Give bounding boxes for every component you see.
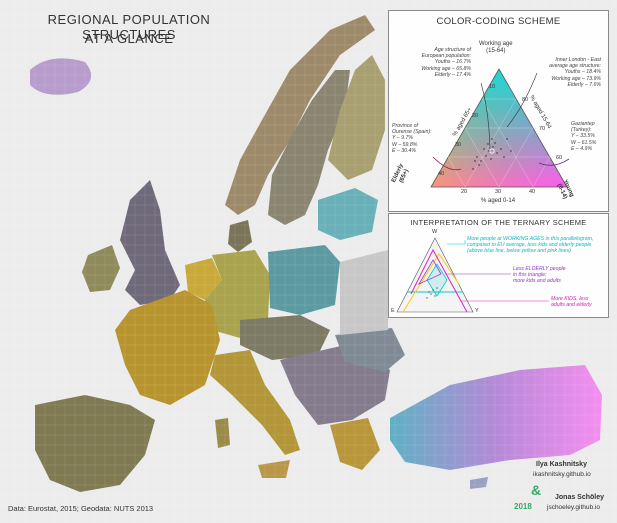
map-title-line2: AT A GLANCE	[84, 31, 174, 46]
map-title-line1: REGIONAL POPULATION STRUCTURES	[47, 12, 211, 42]
author1-name: Ilya Kashnitsky	[536, 461, 587, 468]
tick-left-40: 40	[438, 171, 445, 177]
author2-name: Jonas Schöley	[555, 494, 605, 501]
tick-left-10: 10	[489, 84, 496, 90]
interp-corner-w: W	[432, 229, 438, 235]
interpretation-triangle	[396, 237, 549, 313]
interp-kids-text: More KIDS, less adults and elderly	[551, 296, 592, 308]
tick-right-70: 70	[539, 126, 546, 132]
triangle-grid	[447, 98, 551, 188]
europe-average-note-text: Age structure of European population: Yo…	[421, 47, 471, 78]
interp-elderly-text-content: Less ELDERLY people in this triangle; mo…	[513, 266, 566, 285]
region-points	[472, 138, 512, 170]
legend-title: COLOR-CODING SCHEME	[436, 16, 561, 27]
interp-corner-e: E	[391, 308, 395, 314]
gaziantep-note-arrow	[538, 158, 570, 166]
europe-note-arrow	[480, 82, 491, 150]
ourense-note-text: Province of Ourense (Spain): Y – 9.7% W …	[392, 123, 432, 154]
interpretation-title: INTERPRETATION OF THE TERNARY SCHEME	[410, 218, 587, 227]
gaziantep-note-text: Gaziantep (Turkey): Y – 33.5% W – 61.5% …	[571, 121, 597, 152]
tick-bottom-30: 30	[495, 189, 502, 195]
color-coding-legend: COLOR-CODING SCHEME	[388, 10, 609, 212]
axis-working-age-text: Working age (15-64)	[479, 41, 513, 54]
interp-working-text: More people at WORKING AGES in this para…	[467, 236, 593, 254]
axis-working-age-label: Working age (15-64)	[479, 41, 513, 55]
tick-left-30: 30	[455, 142, 462, 148]
author1-site: ikashnitsky.github.io	[533, 471, 591, 478]
interpretation-panel: INTERPRETATION OF THE TERNARY SCHEME W E…	[388, 213, 609, 318]
tick-bottom-20: 20	[461, 189, 468, 195]
ourense-note: Province of Ourense (Spain): Y – 9.7% W …	[392, 123, 432, 154]
ternary-triangle	[430, 68, 570, 188]
tick-left-20: 20	[472, 113, 479, 119]
tick-right-80: 80	[522, 97, 529, 103]
year-label: 2018	[514, 502, 532, 511]
london-note-text: Inner London - East average age structur…	[549, 57, 601, 88]
gaziantep-note: Gaziantep (Turkey): Y – 33.5% W – 61.5% …	[571, 121, 596, 152]
tick-right-60: 60	[556, 155, 563, 161]
interp-kids-text-content: More KIDS, less adults and elderly	[551, 296, 592, 309]
interp-working-text-content: More people at WORKING AGES in this para…	[467, 236, 594, 255]
axis-bottom-title: % aged 0-14	[481, 198, 516, 204]
europe-average-note: Age structure of European population: Yo…	[391, 47, 471, 78]
tick-bottom-40: 40	[529, 189, 536, 195]
interp-elderly-text: Less ELDERLY people in this triangle; mo…	[513, 266, 566, 284]
london-note: Inner London - East average age structur…	[529, 57, 601, 88]
author2-site: jschoeley.github.io	[547, 504, 600, 511]
credits-ampersand: &	[531, 482, 542, 498]
interp-corner-y: Y	[475, 308, 479, 314]
ourense-note-arrow	[432, 156, 462, 171]
london-note-arrow	[506, 72, 538, 128]
data-source-caption: Data: Eurostat, 2015; Geodata: NUTS 2013	[8, 504, 154, 513]
europe-average-point	[489, 148, 495, 154]
